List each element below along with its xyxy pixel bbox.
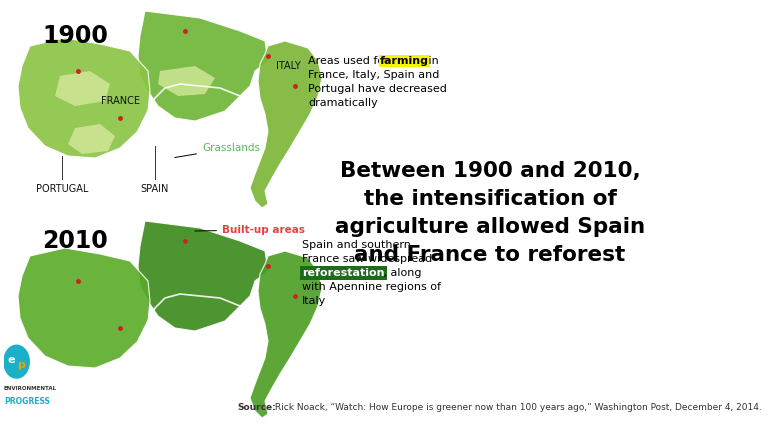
Text: Built-up areas: Built-up areas (195, 225, 305, 235)
Polygon shape (158, 66, 215, 96)
Text: SPAIN: SPAIN (141, 184, 169, 194)
Text: Source:: Source: (237, 403, 276, 412)
Text: Rick Noack, “Watch: How Europe is greener now than 100 years ago,” Washington Po: Rick Noack, “Watch: How Europe is greene… (272, 403, 762, 412)
Text: p: p (17, 360, 25, 370)
Text: Portugal have decreased: Portugal have decreased (308, 84, 447, 94)
Polygon shape (18, 38, 150, 158)
Text: 2010: 2010 (42, 229, 108, 253)
Text: farming: farming (380, 56, 429, 66)
Polygon shape (138, 221, 268, 331)
Text: France saw widespread: France saw widespread (302, 254, 432, 264)
Circle shape (4, 345, 29, 378)
Text: ENVIRONMENTAL: ENVIRONMENTAL (4, 386, 57, 391)
Text: PORTUGAL: PORTUGAL (36, 184, 89, 194)
Text: Spain and southern: Spain and southern (302, 240, 411, 250)
Text: ITALY: ITALY (276, 61, 300, 71)
Polygon shape (68, 124, 115, 154)
Polygon shape (18, 248, 150, 368)
Text: 1900: 1900 (42, 24, 108, 48)
Polygon shape (250, 41, 322, 208)
Text: with Apennine regions of: with Apennine regions of (302, 282, 441, 292)
Text: reforestation: reforestation (302, 268, 384, 278)
Text: , along: , along (380, 268, 421, 278)
Text: PROGRESS: PROGRESS (4, 397, 50, 406)
Text: in: in (425, 56, 439, 66)
Text: Grasslands: Grasslands (175, 143, 260, 158)
Text: e: e (7, 355, 15, 365)
Text: Areas used for: Areas used for (308, 56, 392, 66)
Text: dramatically: dramatically (308, 98, 378, 108)
Text: FRANCE: FRANCE (101, 96, 139, 106)
Polygon shape (55, 71, 110, 106)
Text: France, Italy, Spain and: France, Italy, Spain and (308, 70, 440, 80)
Polygon shape (138, 11, 268, 121)
Text: Between 1900 and 2010,
the intensification of
agriculture allowed Spain
and Fran: Between 1900 and 2010, the intensificati… (335, 161, 645, 265)
Text: Italy: Italy (302, 296, 326, 306)
Polygon shape (250, 251, 322, 418)
